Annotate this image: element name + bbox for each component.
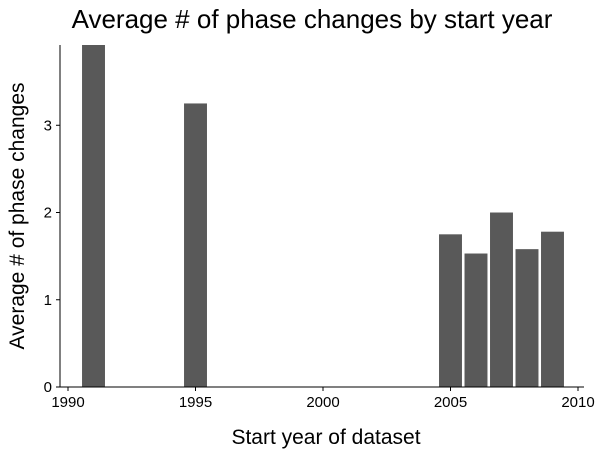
x-tick-label: 2010 xyxy=(561,394,594,411)
x-tick-label: 2005 xyxy=(434,394,467,411)
bar-1995 xyxy=(184,103,207,387)
x-tick-label: 2000 xyxy=(306,394,339,411)
bar-1991 xyxy=(82,45,105,387)
y-tick-label: 0 xyxy=(44,379,52,396)
x-tick-label: 1990 xyxy=(51,394,84,411)
y-tick-label: 3 xyxy=(44,117,52,134)
x-axis-label: Start year of dataset xyxy=(231,426,420,449)
bar-2009 xyxy=(541,231,564,387)
chart-title: Average # of phase changes by start year xyxy=(72,4,553,34)
bars-group xyxy=(82,45,564,387)
y-ticks-group: 0 1 2 3 xyxy=(44,117,60,396)
y-tick-label: 1 xyxy=(44,292,52,309)
x-tick-label: 1995 xyxy=(179,394,212,411)
bar-2006 xyxy=(464,253,488,387)
bar-2007 xyxy=(490,212,513,387)
x-ticks-group: 1990 1995 2000 2005 2010 xyxy=(51,387,595,411)
bar-2008 xyxy=(515,249,539,387)
bar-2005 xyxy=(439,234,462,387)
y-axis-label: Average # of phase changes xyxy=(6,83,29,350)
y-tick-label: 2 xyxy=(44,205,52,222)
